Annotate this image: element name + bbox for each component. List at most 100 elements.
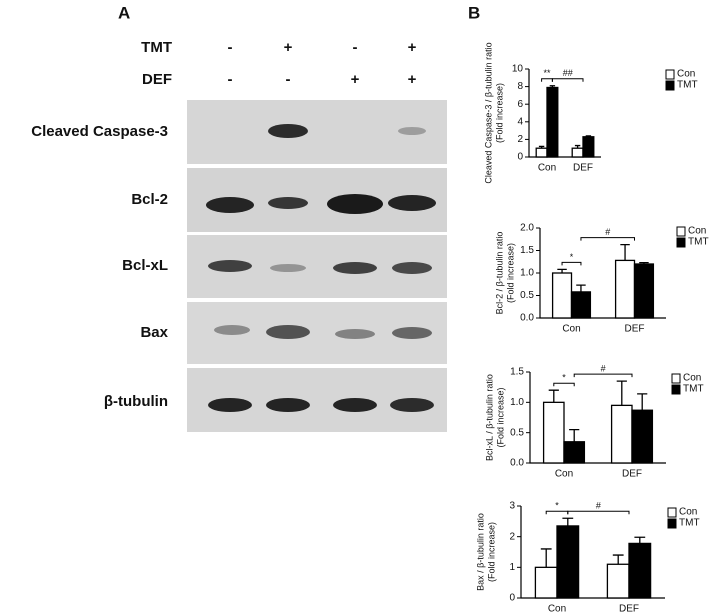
legend-swatch <box>667 507 677 518</box>
condition-sign: - <box>353 39 358 56</box>
legend-swatch <box>665 69 675 80</box>
x-tick-label: DEF <box>619 604 639 614</box>
significance-mark: * <box>570 252 574 262</box>
condition-sign: + <box>408 39 417 56</box>
significance-bracket <box>573 373 633 378</box>
significance-bracket <box>541 78 553 82</box>
error-bar <box>612 554 624 565</box>
significance-bracket <box>580 237 635 241</box>
panel-label: B <box>468 3 480 22</box>
error-bar <box>548 389 559 403</box>
condition-sign: + <box>284 39 293 56</box>
bar <box>582 136 595 158</box>
bar <box>542 401 565 464</box>
condition-label: TMT <box>141 39 172 56</box>
y-tick-label: 2.0 <box>520 223 534 234</box>
y-axis-label: Bax / β-tubulin ratio <box>475 513 485 591</box>
legend-swatch <box>667 518 677 529</box>
legend-swatch <box>671 384 681 395</box>
bar <box>631 409 654 464</box>
y-tick-label: 2 <box>517 134 523 145</box>
error-bar <box>639 262 649 264</box>
y-tick-label: 0 <box>517 152 523 163</box>
legend-label: Con <box>683 373 701 384</box>
y-tick-label: 1.0 <box>520 268 534 279</box>
bar <box>628 542 652 599</box>
error-bar <box>616 380 627 406</box>
x-tick-label: Con <box>548 604 566 614</box>
significance-mark: # <box>605 227 610 237</box>
panel-label: A <box>118 3 130 22</box>
y-tick-label: 8 <box>517 81 523 92</box>
x-tick-label: DEF <box>573 163 593 174</box>
legend-label: TMT <box>688 237 709 248</box>
legend-label: Con <box>688 226 706 237</box>
bar <box>614 259 636 319</box>
y-tick-label: 0.5 <box>510 427 524 438</box>
y-tick-label: 6 <box>517 99 523 110</box>
bar <box>563 441 586 464</box>
bar <box>606 563 630 599</box>
y-axis-label: (Fold increase) <box>494 83 504 143</box>
bar <box>571 147 584 158</box>
bar <box>610 404 633 464</box>
x-tick-label: Con <box>555 469 573 480</box>
y-tick-label: 1 <box>509 562 515 573</box>
protein-label: Bax <box>140 324 168 341</box>
significance-bracket <box>545 510 569 515</box>
legend-swatch <box>671 373 681 384</box>
error-bar <box>557 268 567 273</box>
condition-sign: + <box>351 71 360 88</box>
bar <box>534 566 558 599</box>
y-tick-label: 3 <box>509 501 515 512</box>
y-tick-label: 0 <box>509 593 515 604</box>
error-bar <box>538 145 545 149</box>
bar <box>546 86 559 158</box>
condition-label: DEF <box>142 71 172 88</box>
error-bar <box>569 428 580 442</box>
bar <box>570 291 592 319</box>
y-axis-label: (Fold increase) <box>495 387 505 447</box>
legend-label: Con <box>679 507 697 518</box>
y-tick-label: 4 <box>517 116 523 127</box>
significance-mark: * <box>555 501 559 511</box>
y-tick-label: 2 <box>509 531 515 542</box>
legend-label: TMT <box>677 80 698 91</box>
significance-mark: ## <box>563 68 573 78</box>
error-bar <box>540 548 552 568</box>
error-bar <box>576 284 586 292</box>
y-axis-label: Bcl-xL / β-tubulin ratio <box>484 374 494 461</box>
y-tick-label: 0.0 <box>520 313 534 324</box>
blot-bands <box>206 124 436 412</box>
significance-bracket <box>567 510 630 515</box>
legend-label: TMT <box>683 384 704 395</box>
condition-sign: + <box>408 71 417 88</box>
y-axis-label: Cleaved Caspase-3 / β-tubulin ratio <box>483 42 493 183</box>
protein-label: Cleaved Caspase-3 <box>31 123 168 140</box>
bar <box>551 272 573 319</box>
legend-label: Con <box>677 69 695 80</box>
x-tick-label: Con <box>562 324 580 335</box>
y-tick-label: 1.0 <box>510 397 524 408</box>
bar <box>633 263 655 319</box>
significance-mark: # <box>596 501 601 511</box>
x-tick-label: Con <box>538 163 556 174</box>
y-axis-label: (Fold increase) <box>505 243 515 303</box>
error-bar <box>574 144 581 149</box>
protein-label: Bcl-xL <box>122 257 168 274</box>
protein-label: Bcl-2 <box>131 191 168 208</box>
y-tick-label: 0.5 <box>520 290 534 301</box>
error-bar <box>634 536 646 544</box>
protein-label: β-tubulin <box>104 393 168 410</box>
significance-mark: * <box>562 373 566 383</box>
significance-bracket <box>561 261 582 266</box>
legend-swatch <box>676 226 686 237</box>
condition-sign: - <box>228 71 233 88</box>
error-bar <box>562 517 574 526</box>
error-bar <box>585 135 592 137</box>
y-axis-label: (Fold increase) <box>486 522 496 582</box>
condition-sign: - <box>228 39 233 56</box>
y-tick-label: 0.0 <box>510 458 524 469</box>
y-tick-label: 10 <box>512 64 524 75</box>
